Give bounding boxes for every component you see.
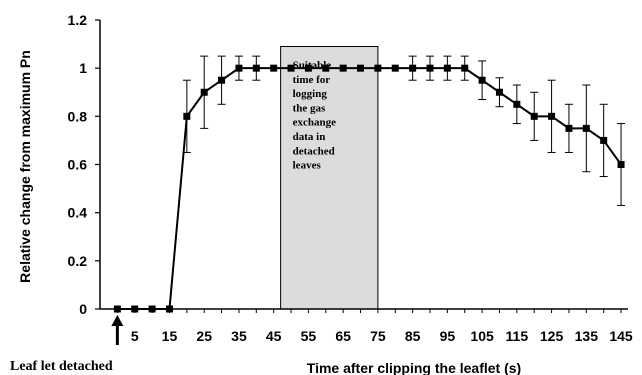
suitable-time-text-line: logging <box>293 88 328 100</box>
suitable-time-text-line: exchange <box>293 117 337 129</box>
data-point <box>183 112 191 120</box>
data-point <box>304 64 312 72</box>
x-tick-label: 115 <box>506 328 529 344</box>
data-point <box>339 64 347 72</box>
y-tick-labels: 0 0.2 0.4 0.6 0.8 1 1.2 <box>68 12 100 317</box>
y-tick-label: 0 <box>79 301 87 317</box>
data-points <box>113 64 625 313</box>
x-axis-title: Time after clipping the leaflet (s) <box>307 360 521 375</box>
data-point <box>461 64 469 72</box>
suitable-time-text-line: leaves <box>293 160 322 172</box>
x-tick-label: 55 <box>301 328 317 344</box>
data-point <box>409 64 417 72</box>
data-point <box>443 64 451 72</box>
data-point <box>495 88 503 96</box>
x-tick-label: 25 <box>196 328 212 344</box>
x-tick-label: 45 <box>266 328 282 344</box>
data-point <box>478 76 486 84</box>
data-point <box>287 64 295 72</box>
data-point <box>548 112 556 120</box>
data-point <box>530 112 538 120</box>
suitable-time-text-line: data in <box>293 131 326 143</box>
data-point <box>391 64 399 72</box>
x-tick-label: 35 <box>231 328 247 344</box>
x-tick-label: 145 <box>609 328 633 344</box>
x-tick-label: 135 <box>575 328 599 344</box>
data-point <box>374 64 382 72</box>
data-point <box>113 305 121 313</box>
y-tick-label: 0.6 <box>68 157 88 173</box>
data-point <box>513 100 521 108</box>
data-point <box>600 136 608 144</box>
data-point <box>322 64 330 72</box>
suitable-time-text-line: the gas <box>293 102 326 114</box>
data-point <box>617 161 625 168</box>
y-axis-title: Relative change from maximum Pn <box>17 50 33 283</box>
y-tick-label: 1.2 <box>68 12 88 28</box>
x-tick-label: 75 <box>370 328 386 344</box>
suitable-time-box <box>280 45 379 310</box>
arrow-head <box>111 315 124 326</box>
suitable-time-text-line: detached <box>293 145 335 157</box>
data-point <box>357 64 365 72</box>
x-tick-label: 65 <box>335 328 351 344</box>
y-tick-label: 0.2 <box>68 253 88 269</box>
data-point <box>270 64 278 72</box>
x-tick-label: 95 <box>440 328 456 344</box>
x-tick-label: 5 <box>131 328 139 344</box>
y-tick-label: 1 <box>79 60 87 76</box>
data-point <box>235 64 243 72</box>
x-tick-labels: 5 15 25 35 45 55 65 75 85 95 105 115 125 135 145 <box>116 309 633 344</box>
y-tick-label: 0.8 <box>68 108 88 124</box>
x-tick-label: 125 <box>540 328 564 344</box>
x-tick-label: 85 <box>405 328 421 344</box>
data-point <box>565 124 573 132</box>
detach-arrow <box>111 315 124 345</box>
data-point <box>200 88 208 96</box>
data-point <box>426 64 434 72</box>
data-point <box>218 76 226 84</box>
data-point <box>165 305 173 313</box>
leaf-detached-label: Leaf let detached <box>10 359 113 374</box>
error-bars <box>182 55 626 206</box>
x-tick-label: 15 <box>162 328 178 344</box>
data-point <box>148 305 156 313</box>
x-tick-label: 105 <box>470 328 494 344</box>
data-point <box>252 64 260 72</box>
y-tick-label: 0.4 <box>68 205 88 221</box>
data-point <box>131 305 139 313</box>
suitable-time-text-line: time for <box>293 74 331 86</box>
data-point <box>582 124 590 132</box>
